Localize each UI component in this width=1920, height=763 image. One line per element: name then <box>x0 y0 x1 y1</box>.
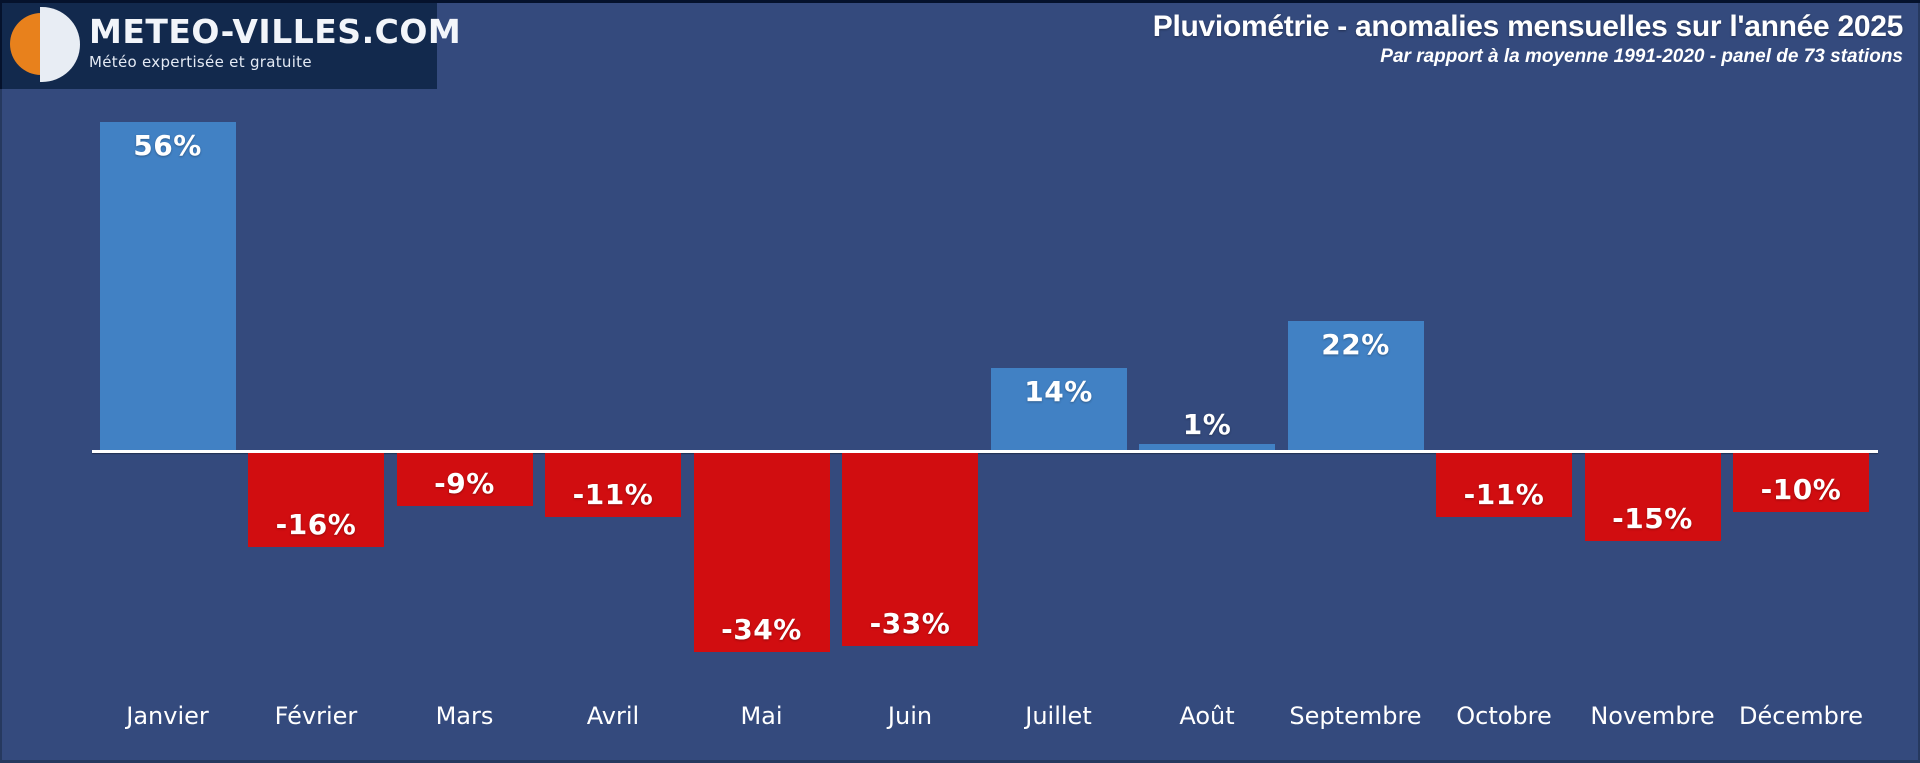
bar-value-label-decembre: -10% <box>1760 473 1842 506</box>
bar-value-label-mars: -9% <box>434 467 495 500</box>
bar-value-label-octobre: -11% <box>1463 478 1545 511</box>
bar-value-label-novembre: -15% <box>1612 502 1693 535</box>
month-label-juin: Juin <box>887 702 933 730</box>
bar-octobre: -11% <box>1436 453 1572 517</box>
month-label-janvier: Janvier <box>126 702 209 730</box>
chart-header: Pluviométrie - anomalies mensuelles sur … <box>1152 10 1904 68</box>
month-label-decembre: Décembre <box>1739 702 1863 730</box>
month-label-juillet: Juillet <box>1025 702 1092 730</box>
sun-moon-logo-icon <box>10 6 82 83</box>
bar-value-label-janvier: 56% <box>133 129 202 162</box>
month-label-octobre: Octobre <box>1456 702 1552 730</box>
month-label-mars: Mars <box>435 702 494 730</box>
bar-juillet: 14% <box>990 368 1127 450</box>
month-label-novembre: Novembre <box>1590 702 1715 730</box>
bar-value-label-septembre: 22% <box>1321 328 1390 361</box>
bar-mars: -9% <box>396 453 533 506</box>
bar-value-label-juillet: 14% <box>1024 375 1093 408</box>
logo-text-block: METEO-VILLES.COM Météo expertisée et gra… <box>89 12 462 72</box>
bar-septembre: 22% <box>1287 321 1424 450</box>
month-label-aout: Août <box>1179 702 1235 730</box>
meteo-villes-logo: METEO-VILLES.COM Météo expertisée et gra… <box>0 0 461 89</box>
bar-aout <box>1139 444 1275 450</box>
bar-juin: -33% <box>842 453 978 646</box>
chart-subtitle: Par rapport à la moyenne 1991-2020 - pan… <box>1380 46 1903 67</box>
brand-tagline: Météo expertisée et gratuite <box>89 53 312 71</box>
bar-fevrier: -16% <box>248 453 384 547</box>
bar-value-label-aout: 1% <box>1182 408 1232 441</box>
bar-avril: -11% <box>545 453 681 517</box>
zero-axis-line <box>92 450 1878 453</box>
bar-value-label-juin: -33% <box>869 607 951 640</box>
chart-title: Pluviométrie - anomalies mensuelles sur … <box>1152 10 1904 43</box>
bar-decembre: -10% <box>1733 453 1869 512</box>
bar-janvier: 56% <box>99 122 236 450</box>
bar-value-label-avril: -11% <box>572 478 654 511</box>
month-label-avril: Avril <box>586 702 640 730</box>
bar-mai: -34% <box>693 453 830 652</box>
month-label-septembre: Septembre <box>1289 702 1422 730</box>
bar-value-label-mai: -34% <box>721 613 802 646</box>
brand-name: METEO-VILLES.COM <box>89 12 462 51</box>
bar-novembre: -15% <box>1584 453 1721 541</box>
month-label-mai: Mai <box>740 702 783 730</box>
month-label-fevrier: Février <box>274 702 358 730</box>
bar-value-label-fevrier: -16% <box>275 508 357 541</box>
